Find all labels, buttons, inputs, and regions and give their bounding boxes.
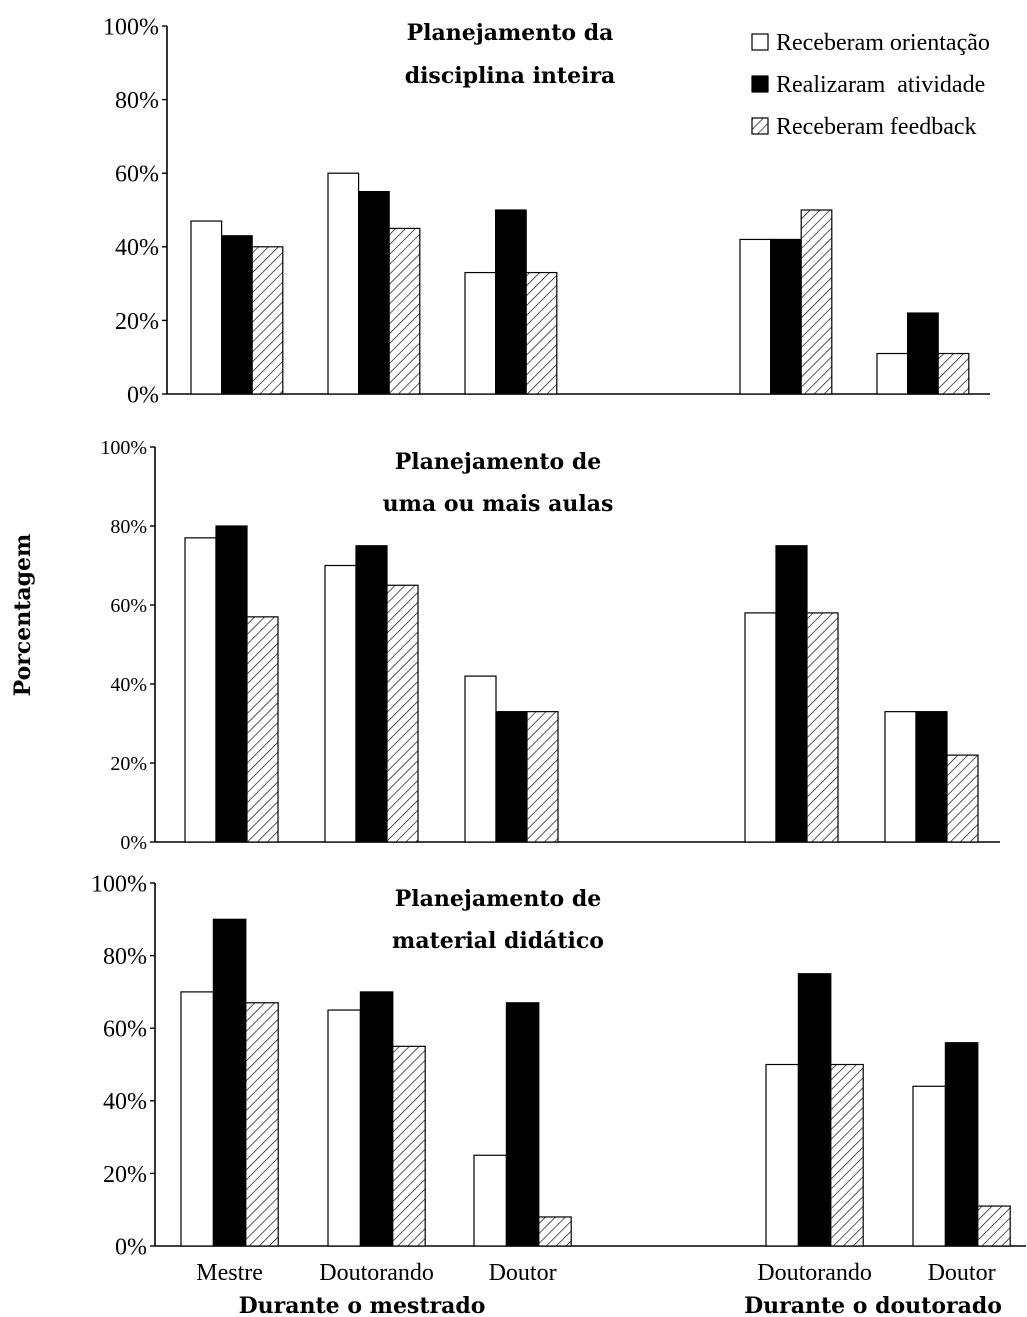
bar-3 (977, 1205, 1011, 1247)
bar-2 (505, 1002, 540, 1247)
bar-1 (739, 238, 772, 395)
bar-3 (830, 1063, 864, 1247)
x-tick-label: Doutorando (757, 1260, 872, 1286)
x-group-label: Durante o doutorado (744, 1293, 1002, 1317)
panel-title-line: material didático (392, 928, 604, 954)
y-tick-label: 80% (103, 944, 147, 970)
bar-2 (355, 545, 388, 843)
x-tick-label: Doutorando (319, 1260, 434, 1286)
y-tick-label: 40% (103, 1089, 147, 1115)
x-group-label: Durante o mestrado (239, 1293, 486, 1317)
panel-title-line: Planejamento da (407, 20, 614, 46)
bar-3 (388, 227, 421, 395)
y-tick-label: 100% (100, 437, 147, 459)
bar-1 (884, 711, 917, 843)
legend: Receberam orientação Realizaram atividade… (751, 30, 990, 140)
bar-2 (769, 238, 802, 395)
bar-2 (359, 991, 394, 1247)
bar-3 (392, 1045, 426, 1247)
chart-panel-2: 0% 20% 40% 60% 80% 100% Planejamento de uma ou … (100, 437, 1000, 854)
bar-1 (765, 1063, 800, 1247)
x-tick-label: Doutor (928, 1260, 996, 1286)
x-tick-label: Mestre (196, 1260, 263, 1286)
y-tick-label: 0% (115, 1234, 147, 1260)
bar-3 (946, 754, 979, 843)
bar-3 (246, 616, 279, 843)
legend-swatch (751, 33, 769, 51)
y-tick-label: 20% (103, 1162, 147, 1188)
bar-1 (327, 172, 360, 395)
panel-title-line: Planejamento de (395, 449, 602, 475)
y-tick-label: 40% (115, 235, 159, 261)
bar-3 (800, 209, 833, 395)
bar-1 (324, 564, 357, 843)
bar-2 (212, 918, 247, 1247)
bar-2 (944, 1042, 979, 1247)
bar-3 (386, 584, 419, 843)
y-tick-label: 0% (120, 832, 147, 854)
bar-2 (495, 711, 528, 843)
bar-1 (744, 612, 777, 843)
legend-label: Receberam orientação (776, 30, 990, 56)
legend-swatch (751, 75, 769, 93)
bar-3 (806, 612, 839, 843)
chart-panel-1: 0% 20% 40% 60% 80% 100% Planejamento da discipl… (103, 14, 990, 408)
bar-1 (464, 271, 497, 395)
y-tick-label: 60% (103, 1017, 147, 1043)
panel-title-line: uma ou mais aulas (383, 491, 614, 517)
y-tick-label: 0% (127, 382, 159, 408)
panel-title-line: Planejamento de (395, 886, 602, 912)
bar-3 (245, 1002, 279, 1247)
chart-panel-3: 0% 20% 40% 60% 80% 100% Planejamento de materia… (91, 871, 1026, 1260)
bar-1 (473, 1154, 508, 1247)
bar-3 (525, 271, 558, 395)
bar-1 (190, 220, 223, 395)
bar-2 (495, 209, 527, 395)
y-tick-label: 60% (110, 595, 147, 617)
legend-swatch (751, 117, 769, 135)
y-tick-label: 80% (110, 516, 147, 538)
bar-3 (937, 352, 970, 395)
legend-label: Receberam feedback (776, 114, 977, 140)
bar-1 (180, 991, 215, 1247)
bar-1 (464, 675, 497, 843)
bar-3 (251, 246, 284, 395)
y-tick-label: 100% (103, 14, 159, 40)
panel-title-line: disciplina inteira (405, 63, 616, 89)
bar-2 (906, 312, 939, 395)
bar-3 (526, 711, 559, 843)
bar-2 (775, 545, 808, 843)
bar-2 (221, 235, 253, 395)
bar-3 (538, 1216, 572, 1247)
bar-2 (797, 973, 832, 1247)
legend-label: Realizaram atividade (776, 72, 985, 98)
bar-1 (912, 1085, 947, 1247)
x-tick-label: Doutor (489, 1260, 557, 1286)
y-tick-label: 80% (115, 88, 159, 114)
bar-1 (327, 1009, 362, 1247)
bar-1 (876, 352, 909, 395)
bar-1 (184, 537, 217, 843)
y-tick-label: 20% (115, 309, 159, 335)
bar-2 (915, 711, 948, 843)
bar-2 (358, 191, 390, 395)
bar-2 (215, 525, 248, 843)
y-tick-label: 40% (110, 674, 147, 696)
y-tick-label: 60% (115, 162, 159, 188)
y-tick-label: 100% (91, 871, 147, 897)
y-axis-title: Porcentagem (10, 534, 36, 697)
y-tick-label: 20% (110, 753, 147, 775)
